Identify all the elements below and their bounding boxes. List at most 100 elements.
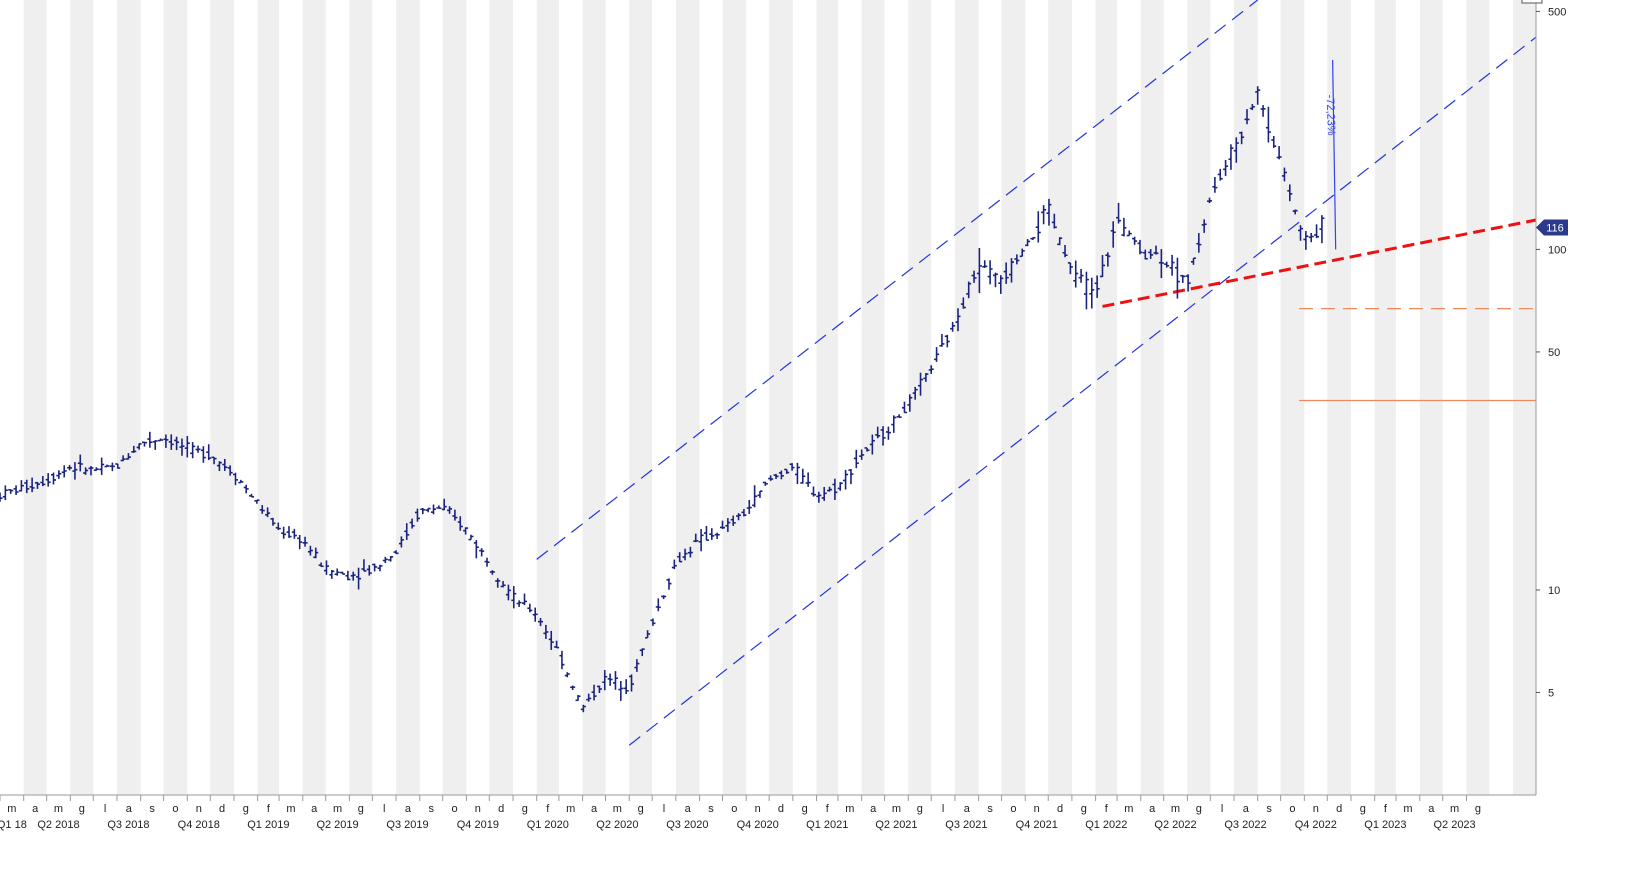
price-bar <box>837 482 843 491</box>
month-label: m <box>845 803 854 815</box>
price-bar <box>125 453 131 460</box>
month-label: o <box>1289 803 1295 815</box>
price-bar <box>516 600 522 607</box>
price-bar <box>671 559 677 570</box>
price-bar <box>934 347 940 362</box>
month-label: a <box>1428 803 1435 815</box>
month-band <box>1466 0 1490 795</box>
month-label: m <box>333 803 342 815</box>
corner-scroll-handle[interactable] <box>1521 0 1543 4</box>
month-label: s <box>987 803 993 815</box>
price-bar <box>580 704 586 713</box>
price-bar <box>243 484 249 494</box>
month-label: g <box>638 803 644 815</box>
price-bar <box>195 445 201 453</box>
price-bar <box>982 260 988 268</box>
price-bar <box>827 486 833 492</box>
price-bar <box>875 426 881 439</box>
price-bar <box>484 557 490 567</box>
price-bar <box>350 571 356 581</box>
price-bar <box>184 436 190 458</box>
month-label: n <box>196 803 202 815</box>
price-bar <box>1057 237 1063 246</box>
price-bar <box>1207 197 1213 204</box>
price-bar <box>1094 275 1100 298</box>
price-bar <box>1239 131 1245 145</box>
price-bar <box>1062 245 1068 258</box>
price-bar <box>505 584 511 601</box>
price-bar <box>72 462 78 480</box>
price-bar <box>1185 274 1191 292</box>
price-bar <box>645 630 651 639</box>
price-bar <box>1089 277 1095 309</box>
month-bands <box>23 0 1536 795</box>
price-bar <box>1281 167 1287 182</box>
price-bar <box>607 673 613 686</box>
price-bar <box>93 467 99 472</box>
price-bar <box>51 472 57 485</box>
price-bar <box>83 467 89 475</box>
price-bar <box>313 547 319 559</box>
price-bar <box>1003 262 1009 284</box>
month-label: l <box>1221 803 1223 815</box>
month-label: g <box>358 803 364 815</box>
price-bars <box>0 86 1325 713</box>
month-label: f <box>267 803 271 815</box>
quarter-label: Q1 2023 <box>1364 819 1406 831</box>
price-bar <box>99 457 105 475</box>
price-bar <box>1201 219 1207 233</box>
month-label: d <box>219 803 225 815</box>
price-bar <box>425 507 431 513</box>
price-bar <box>928 365 934 374</box>
price-bar <box>120 455 126 462</box>
month-label: m <box>613 803 622 815</box>
price-bar <box>912 386 918 400</box>
price-bar <box>473 540 479 559</box>
price-bar <box>1287 184 1293 202</box>
price-bar <box>1169 254 1175 276</box>
month-band <box>908 0 932 795</box>
price-bar <box>1153 245 1159 255</box>
price-bar <box>832 478 838 500</box>
month-label: m <box>1450 803 1459 815</box>
quarter-label: Q1 2020 <box>527 819 569 831</box>
price-bar <box>746 499 752 514</box>
price-bar <box>730 515 736 526</box>
price-bar <box>960 297 966 309</box>
price-bar <box>29 477 35 493</box>
month-label: l <box>104 803 106 815</box>
price-bar <box>789 463 795 471</box>
price-bar <box>88 466 94 476</box>
price-bar <box>1212 176 1218 193</box>
price-bar <box>1164 261 1170 268</box>
quarter-label: Q3 2021 <box>945 819 987 831</box>
month-band <box>722 0 747 795</box>
price-bar <box>436 505 442 509</box>
price-bar <box>709 528 715 540</box>
month-label: s <box>1266 803 1272 815</box>
month-label: o <box>1010 803 1016 815</box>
price-bar <box>693 533 699 543</box>
price-bar <box>1083 271 1089 310</box>
price-bar <box>1308 232 1314 243</box>
price-bar <box>1105 252 1111 267</box>
month-label: g <box>522 803 528 815</box>
price-bar <box>602 670 608 691</box>
price-bar <box>1014 254 1020 265</box>
price-bar <box>61 465 67 478</box>
month-band <box>349 0 373 795</box>
price-bar <box>618 681 624 701</box>
price-bar <box>944 334 950 348</box>
month-label: n <box>755 803 761 815</box>
quarter-label: Q2 2019 <box>316 819 358 831</box>
month-band <box>861 0 885 795</box>
price-bar <box>752 485 758 508</box>
month-label: m <box>7 803 16 815</box>
price-bar <box>1196 233 1202 253</box>
quarter-label: Q4 2022 <box>1295 819 1337 831</box>
month-band <box>629 0 653 795</box>
price-bar <box>1041 205 1047 225</box>
